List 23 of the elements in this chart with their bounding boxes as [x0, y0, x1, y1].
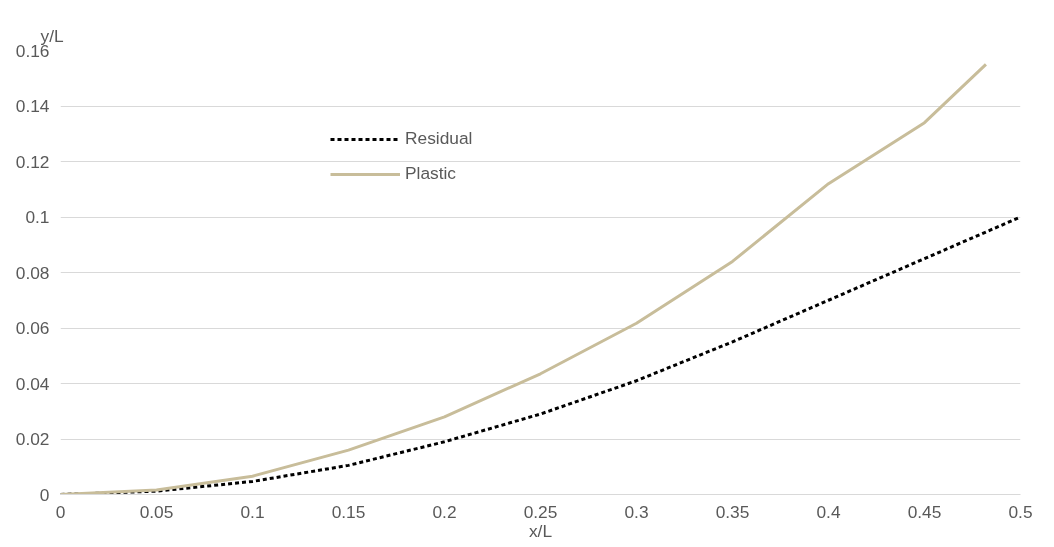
y-tick-label: 0.06: [15, 318, 50, 338]
x-tick-label: 0.3: [624, 501, 649, 522]
y-tick-label: 0.12: [15, 151, 50, 172]
y-tick-label: 0.08: [15, 262, 50, 283]
y-tick-label: 0.14: [15, 96, 50, 116]
y-tick-label: 0.04: [15, 373, 50, 394]
x-tick-label: 0.25: [523, 501, 558, 522]
y-tick-label: 0: [39, 484, 50, 505]
line-series: [60, 62, 988, 495]
x-axis-title: x/L: [528, 520, 553, 541]
x-tick-label: 0.5: [1008, 501, 1033, 522]
y-tick-label: 0.1: [25, 207, 50, 227]
x-tick-label: 0.1: [240, 501, 265, 522]
legend-label: Residual: [405, 128, 473, 149]
x-tick-label: 0.05: [139, 501, 174, 522]
x-tick-label: 0.35: [715, 501, 750, 522]
x-tick-label: 0: [55, 501, 66, 522]
x-tick-label: 0.4: [816, 501, 841, 522]
y-tick-label: 0.02: [15, 429, 50, 449]
x-tick-label: 0.45: [907, 501, 942, 522]
x-tick-label: 0.15: [331, 501, 366, 522]
legend-label: Plastic: [405, 163, 457, 184]
x-tick-label: 0.2: [432, 501, 457, 522]
